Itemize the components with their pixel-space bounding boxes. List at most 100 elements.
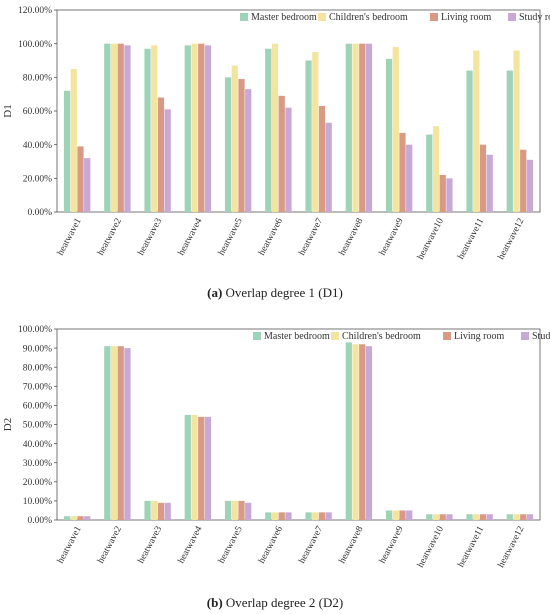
bar-heatwave6-3 xyxy=(285,107,292,212)
bar-heatwave4-1 xyxy=(191,414,198,520)
bar-heatwave2-3 xyxy=(124,45,131,212)
y-tick-label: 120.00% xyxy=(18,6,52,16)
y-tick-label: 90.00% xyxy=(23,344,52,354)
y-tick-label: 20.00% xyxy=(23,478,52,488)
x-tick-label: heatwave12 xyxy=(496,217,526,262)
y-tick-label: 40.00% xyxy=(23,141,52,151)
bar-heatwave10-0 xyxy=(426,134,433,212)
x-tick-label: heatwave6 xyxy=(257,217,285,258)
bar-heatwave7-1 xyxy=(312,512,319,520)
bar-heatwave11-2 xyxy=(479,514,487,520)
bar-heatwave3-0 xyxy=(144,48,151,212)
bar-heatwave9-0 xyxy=(385,510,393,520)
bar-heatwave1-1 xyxy=(70,68,77,213)
bar-heatwave4-3 xyxy=(204,416,212,520)
bar-heatwave5-0 xyxy=(224,77,232,212)
y-tick-label: 30.00% xyxy=(23,459,52,469)
x-tick-label: heatwave5 xyxy=(217,217,245,258)
bar-heatwave2-0 xyxy=(104,346,111,520)
legend-swatch xyxy=(240,13,248,21)
bar-heatwave3-2 xyxy=(157,502,165,520)
bar-heatwave5-3 xyxy=(245,89,252,212)
bar-heatwave9-0 xyxy=(385,58,393,212)
x-tick-label: heatwave6 xyxy=(257,525,285,566)
bar-heatwave9-1 xyxy=(392,510,399,520)
bar-heatwave12-3 xyxy=(526,514,534,520)
y-tick-label: 20.00% xyxy=(23,175,52,185)
bar-heatwave8-3 xyxy=(365,346,373,520)
legend-label: Master bedroom xyxy=(264,331,330,342)
legend-label: Children's bedroom xyxy=(329,12,408,23)
legend-swatch xyxy=(430,13,438,21)
bar-heatwave7-0 xyxy=(305,60,312,212)
bar-heatwave1-2 xyxy=(77,146,84,212)
bar-heatwave12-0 xyxy=(506,514,513,520)
bar-heatwave5-0 xyxy=(224,500,232,520)
bar-heatwave10-2 xyxy=(439,514,446,520)
bar-heatwave8-2 xyxy=(359,43,366,212)
x-tick-label: heatwave9 xyxy=(378,217,406,258)
d1-bar-chart: 0.00% 20.00% 40.00% 60.00% 80.00% 100.00% 120.… xyxy=(2,6,550,262)
bar-heatwave3-3 xyxy=(164,502,171,520)
bar-heatwave4-0 xyxy=(184,414,191,520)
bar-heatwave10-1 xyxy=(432,126,440,212)
bar-heatwave4-2 xyxy=(198,43,205,212)
bar-heatwave11-3 xyxy=(486,154,493,212)
caption-d2: (b) Overlap degree 2 (D2) xyxy=(0,595,550,611)
y-axis-label: D1 xyxy=(2,104,14,117)
bar-heatwave1-2 xyxy=(77,516,84,520)
d2-bar-chart: 0.00% 10.00% 20.00% 30.00% 40.00% 50.00% 60.00… xyxy=(2,325,550,570)
bar-heatwave11-0 xyxy=(466,514,473,520)
bar-heatwave4-0 xyxy=(184,45,191,212)
x-tick-label: heatwave8 xyxy=(338,217,366,258)
x-tick-label: heatwave11 xyxy=(456,524,486,569)
y-tick-label: 0.00% xyxy=(27,208,52,218)
caption-d2-label: (b) xyxy=(206,595,223,610)
legend-label: Living room xyxy=(441,12,491,23)
bar-heatwave10-3 xyxy=(446,514,453,520)
bar-heatwave2-3 xyxy=(124,348,131,520)
legend-label: Living room xyxy=(454,331,504,342)
legend-swatch xyxy=(318,13,326,21)
bar-heatwave5-2 xyxy=(238,79,245,213)
bar-heatwave9-2 xyxy=(399,132,406,212)
bar-heatwave3-2 xyxy=(157,97,165,212)
legend-swatch xyxy=(443,332,451,340)
bar-heatwave6-2 xyxy=(278,95,285,212)
bar-heatwave3-1 xyxy=(151,45,158,212)
bar-heatwave1-0 xyxy=(63,90,71,212)
bar-heatwave10-3 xyxy=(446,178,453,212)
caption-d1-label: (a) xyxy=(207,285,223,300)
bar-heatwave8-2 xyxy=(359,344,366,520)
chart-panel-d2: 0.00% 10.00% 20.00% 30.00% 40.00% 50.00% 60.00… xyxy=(0,312,550,614)
bar-heatwave6-3 xyxy=(285,512,292,520)
bar-heatwave12-3 xyxy=(526,159,534,212)
bar-heatwave5-2 xyxy=(238,500,245,520)
bar-heatwave8-1 xyxy=(352,43,359,212)
bar-heatwave3-1 xyxy=(151,500,158,520)
bar-heatwave2-1 xyxy=(110,346,118,520)
x-tick-label: heatwave10 xyxy=(416,525,446,570)
bar-heatwave1-3 xyxy=(84,158,91,212)
bar-heatwave9-3 xyxy=(406,510,413,520)
bar-heatwave6-1 xyxy=(271,512,279,520)
bar-heatwave12-0 xyxy=(506,70,513,212)
bar-heatwave5-1 xyxy=(231,65,238,212)
x-tick-label: heatwave11 xyxy=(456,216,486,261)
bar-heatwave12-2 xyxy=(520,149,527,212)
x-tick-label: heatwave7 xyxy=(297,525,325,566)
bar-heatwave6-0 xyxy=(265,48,272,212)
bar-heatwave8-0 xyxy=(345,342,352,520)
legend-label: Master bedroom xyxy=(251,12,317,23)
x-tick-label: heatwave1 xyxy=(56,525,84,566)
bar-heatwave8-3 xyxy=(365,43,373,212)
bar-heatwave6-1 xyxy=(271,43,279,212)
bar-heatwave2-1 xyxy=(110,43,118,212)
bar-heatwave7-2 xyxy=(318,105,326,212)
bar-heatwave11-1 xyxy=(473,514,480,520)
legend-label: Study room xyxy=(532,331,550,342)
caption-d2-text: Overlap degree 2 (D2) xyxy=(225,595,344,610)
bar-heatwave10-0 xyxy=(426,514,433,520)
bar-heatwave2-2 xyxy=(117,43,124,212)
y-tick-label: 100.00% xyxy=(18,40,52,50)
